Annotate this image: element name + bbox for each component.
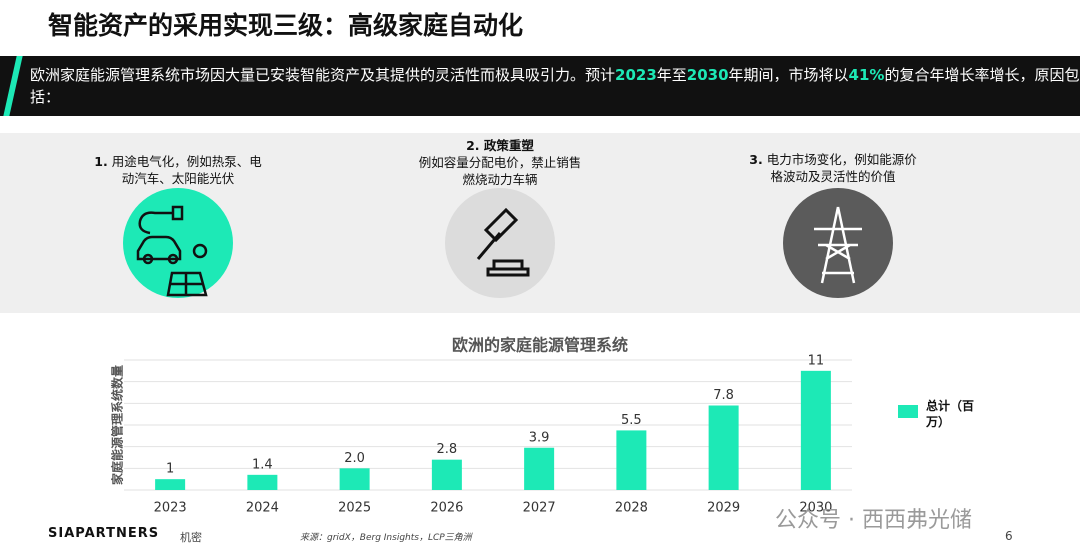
- driver-number: 3.: [749, 152, 763, 167]
- y-axis-label: 家庭能源管理系统数量: [110, 365, 125, 485]
- bar: [524, 447, 555, 490]
- drivers-panel: 1. 用途电气化，例如热泵、电动汽车、太阳能光伏 2. 政策重塑例如容量分配电价…: [0, 133, 1080, 313]
- driver-text: 例如容量分配电价，禁止销售燃烧动力车辆: [418, 155, 582, 187]
- confidential: 机密: [180, 531, 202, 544]
- value-label: 11: [808, 353, 825, 368]
- driver-2: 2. 政策重塑例如容量分配电价，禁止销售燃烧动力车辆: [415, 137, 585, 188]
- bar: [616, 430, 647, 490]
- x-tick-label: 2026: [430, 501, 463, 516]
- bar: [708, 405, 739, 490]
- driver-3: 3. 电力市场变化，例如能源价格波动及灵活性的价值: [748, 151, 918, 185]
- x-tick-label: 2027: [523, 501, 556, 516]
- x-tick-label: 2030: [799, 501, 832, 516]
- driver-number: 1.: [94, 154, 108, 169]
- value-label: 2.8: [437, 442, 458, 457]
- source: 来源：gridX，Berg Insights，LCP三角洲: [300, 533, 472, 543]
- x-tick-label: 2025: [338, 501, 371, 516]
- x-tick-label: 2023: [154, 501, 187, 516]
- banner-slash: [3, 56, 23, 116]
- legend-swatch: [898, 405, 918, 418]
- value-label: 2.0: [344, 451, 365, 466]
- banner-segment: 年期间，市场将以: [728, 66, 849, 84]
- x-tick-label: 2024: [246, 501, 279, 516]
- banner-highlight: 2030: [686, 66, 729, 84]
- brand: SIAPARTNERS: [48, 526, 160, 541]
- page-number: 6: [1005, 529, 1013, 543]
- driver-title: 2. 政策重塑: [466, 138, 534, 153]
- banner-text: 欧洲家庭能源管理系统市场因大量已安装智能资产及其提供的灵活性而极具吸引力。预计2…: [30, 64, 1080, 108]
- banner-highlight: 41%: [848, 66, 885, 84]
- value-label: 1: [166, 462, 174, 477]
- chart-title: 欧洲的家庭能源管理系统: [452, 336, 628, 355]
- legend: 总计（百万）: [926, 399, 975, 429]
- driver-text: 用途电气化，例如热泵、电动汽车、太阳能光伏: [111, 154, 262, 186]
- watermark: 公众号 · 西西弗光储: [775, 508, 972, 533]
- chart: 欧洲的家庭能源管理系统 家庭能源管理系统数量 1 1.4 2.0 2.8 3.9 5.5 7…: [110, 336, 975, 516]
- driver-1: 1. 用途电气化，例如热泵、电动汽车、太阳能光伏: [93, 153, 263, 187]
- banner-segment: 欧洲家庭能源管理系统市场因大量已安装智能资产及其提供的灵活性而极具吸引力。预计: [30, 66, 616, 84]
- slide-title: 智能资产的采用实现三级：高级家庭自动化: [48, 11, 524, 40]
- driver-text: 电力市场变化，例如能源价格波动及灵活性的价值: [766, 152, 917, 184]
- value-label: 3.9: [529, 430, 550, 445]
- driver-icons: [123, 188, 893, 298]
- x-tick-label: 2028: [615, 501, 648, 516]
- bar: [339, 468, 370, 490]
- banner-highlight: 2023: [615, 66, 657, 84]
- value-label: 1.4: [252, 457, 273, 472]
- banner-segment: 的复合年增长率增长，原因包括：: [30, 66, 1080, 106]
- value-label: 5.5: [621, 413, 642, 428]
- bar: [431, 459, 462, 490]
- legend-label: 总计（百万）: [926, 399, 975, 429]
- bar: [800, 370, 831, 490]
- banner-segment: 年至: [656, 66, 687, 84]
- x-tick-label: 2029: [707, 501, 740, 516]
- bar: [247, 474, 278, 490]
- banner: 欧洲家庭能源管理系统市场因大量已安装智能资产及其提供的灵活性而极具吸引力。预计2…: [0, 56, 1080, 116]
- value-label: 7.8: [713, 388, 734, 403]
- bar: [155, 479, 186, 490]
